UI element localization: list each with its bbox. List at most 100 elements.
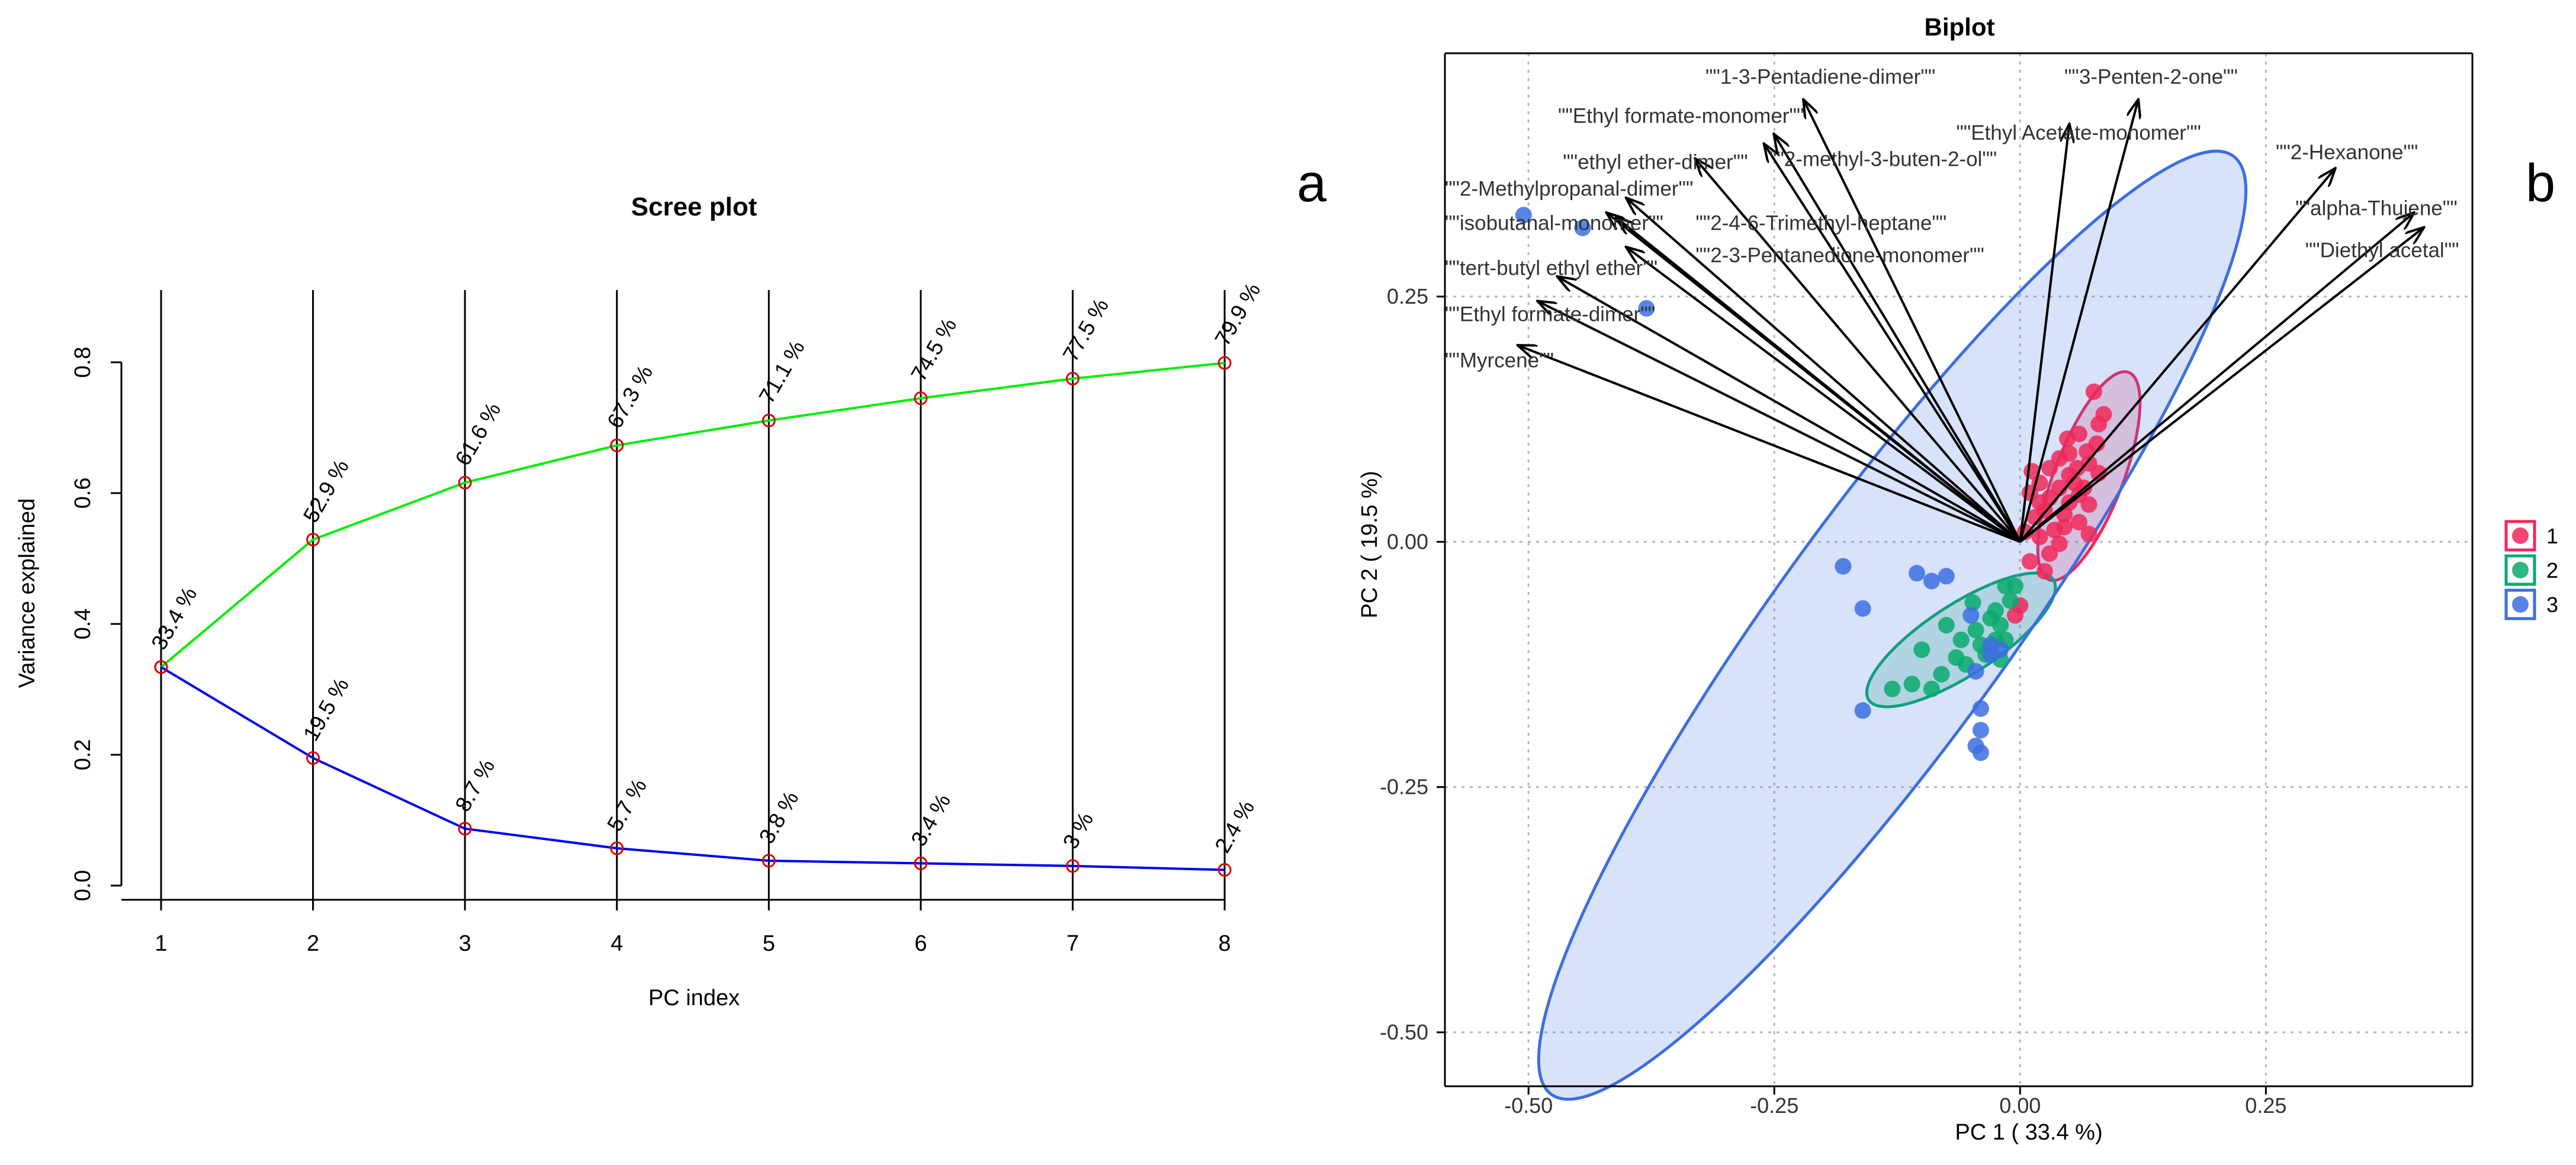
biplot-point-group-3 — [1972, 722, 1989, 739]
biplot-arrows — [1519, 101, 2423, 543]
biplot-point-group-3 — [1854, 600, 1871, 617]
biplot-arrow-label: ""3-Penten-2-one"" — [2064, 65, 2238, 88]
scree-axes: 1 2 3 4 5 6 7 8 0.0 0.2 0.4 0.6 0.8 — [70, 347, 1231, 956]
biplot-point-group-3 — [1972, 700, 1989, 717]
scree-data-label: 3 % — [1058, 808, 1098, 853]
scree-ylabel: Variance explained — [15, 498, 40, 688]
biplot-point-group-1 — [2070, 514, 2087, 531]
biplot-arrow-label: ""2-4-6-Trimethyl-heptane"" — [1695, 211, 1947, 234]
scree-title: Scree plot — [631, 192, 757, 221]
scree-panel-label: a — [1297, 154, 1327, 213]
biplot-y-tick-label: -0.50 — [1380, 1020, 1428, 1044]
biplot-x-tick-label: -0.25 — [1750, 1093, 1798, 1118]
biplot-point-group-3 — [1854, 702, 1871, 719]
biplot-loading-arrow — [1617, 218, 2021, 543]
biplot-panel-label: b — [2526, 154, 2555, 213]
biplot-point-group-2 — [1982, 610, 1999, 627]
scree-y-tick-label: 0.4 — [70, 609, 95, 640]
scree-point — [1065, 372, 1080, 386]
biplot-arrow-label: ""2-3-Pentanedione-monomer"" — [1695, 244, 1984, 267]
scree-x-tick-label: 2 — [307, 931, 319, 956]
biplot-grid — [1445, 53, 2472, 1086]
biplot-arrow-label: ""2-Hexanone"" — [2276, 141, 2418, 164]
biplot-arrow-label: ""2-methyl-3-buten-2-ol"" — [1769, 148, 1997, 171]
biplot-y-tick-label: 0.25 — [1387, 284, 1428, 308]
legend-marker-1 — [2512, 527, 2529, 544]
scree-y-tick-label: 0.2 — [70, 739, 95, 771]
biplot-point-group-1 — [2041, 459, 2058, 477]
scree-x-tick-label: 5 — [763, 931, 775, 956]
biplot-point-group-3 — [1574, 219, 1591, 236]
biplot-arrow-label: ""Ethyl Acetate-monomer"" — [1956, 121, 2201, 144]
biplot-loading-arrow — [1774, 135, 2021, 543]
biplot-arrow-label: ""Ethyl formate-monomer"" — [1558, 105, 1804, 128]
scree-xlabel: PC index — [648, 986, 740, 1010]
biplot-point-group-1 — [2090, 465, 2108, 482]
scree-point — [762, 854, 776, 868]
legend-marker-2 — [2512, 562, 2529, 578]
biplot-y-tick-label: -0.25 — [1380, 775, 1428, 799]
biplot-point-group-1 — [2021, 553, 2038, 570]
biplot-arrow-label: ""tert-butyl ethyl ether"" — [1445, 257, 1658, 280]
scree-vertical-lines — [160, 290, 1226, 900]
scree-point — [610, 841, 624, 855]
scree-point — [1218, 356, 1232, 370]
biplot-arrow-label: ""Diethyl acetal"" — [2305, 239, 2459, 262]
scree-point — [1065, 859, 1080, 873]
biplot-point-group-3 — [1638, 300, 1655, 317]
biplot-point-group-2 — [1884, 680, 1901, 697]
scree-data-label: 2.4 % — [1210, 796, 1259, 857]
biplot-loading-arrow — [1519, 346, 2021, 543]
legend-marker-3 — [2512, 596, 2529, 613]
biplot-point-group-3 — [1962, 607, 1980, 624]
scree-data-label: 3.8 % — [754, 787, 804, 848]
scree-line-cumulative — [160, 362, 1225, 668]
biplot-point-group-1 — [2079, 443, 2096, 460]
biplot-points — [1515, 207, 2112, 761]
biplot-point-group-2 — [1997, 577, 2014, 594]
scree-line-individual — [160, 666, 1225, 871]
biplot-point-group-2 — [1903, 675, 1920, 693]
biplot-loading-arrow — [1627, 198, 2021, 543]
biplot-loading-arrow — [1627, 247, 2021, 543]
biplot-point-group-1 — [2058, 430, 2076, 448]
scree-data-label: 5.7 % — [602, 775, 651, 835]
biplot-arrow-label: ""ethyl ether-dimer"" — [1563, 151, 1748, 174]
biplot-loading-arrow — [1538, 301, 2021, 543]
biplot-point-group-3 — [1515, 207, 1532, 224]
biplot-point-group-1 — [2031, 494, 2048, 511]
scree-point — [762, 413, 776, 427]
scree-x-tick-label: 4 — [611, 931, 623, 956]
biplot-arrow-label: ""isobutanal-monomer"" — [1445, 211, 1663, 234]
biplot-y-tick-label: 0.00 — [1387, 529, 1428, 553]
biplot-xlabel: PC 1 ( 33.4 %) — [1955, 1120, 2102, 1145]
biplot-point-group-2 — [1933, 665, 1950, 683]
scree-x-tick-label: 8 — [1218, 931, 1231, 956]
scree-point — [306, 751, 320, 765]
scree-x-tick-label: 1 — [155, 931, 167, 956]
scree-point — [914, 856, 928, 870]
biplot-point-group-3 — [1835, 558, 1852, 575]
biplot-point-group-3 — [1967, 663, 1984, 680]
scree-data-label: 61.6 % — [451, 398, 506, 469]
scree-x-tick-label: 6 — [914, 931, 927, 956]
scree-data-label: 67.3 % — [602, 361, 657, 432]
biplot-point-group-1 — [2036, 562, 2053, 580]
biplot-point-group-2 — [1964, 594, 1981, 612]
biplot-point-group-3 — [1938, 568, 1955, 585]
biplot-legend: 1 2 3 — [2504, 520, 2558, 620]
biplot-title: Biplot — [1925, 13, 1995, 41]
biplot-point-group-1 — [2026, 509, 2044, 526]
biplot-loading-arrow — [2019, 125, 2069, 542]
biplot-loading-arrow — [2019, 101, 2138, 542]
biplot-point-group-3 — [1972, 744, 1989, 761]
scree-point — [154, 660, 168, 674]
scree-data-label: 3.4 % — [906, 790, 955, 850]
scree-data-label: 19.5 % — [298, 674, 354, 745]
scree-data-label: 74.5 % — [906, 314, 961, 385]
scree-panel: Scree plot a PC index Variance explained… — [15, 154, 1327, 1010]
biplot-x-tick-label: -0.50 — [1504, 1093, 1553, 1118]
biplot-point-group-3 — [1908, 565, 1925, 582]
scree-data-label: 79.9 % — [1210, 279, 1265, 350]
